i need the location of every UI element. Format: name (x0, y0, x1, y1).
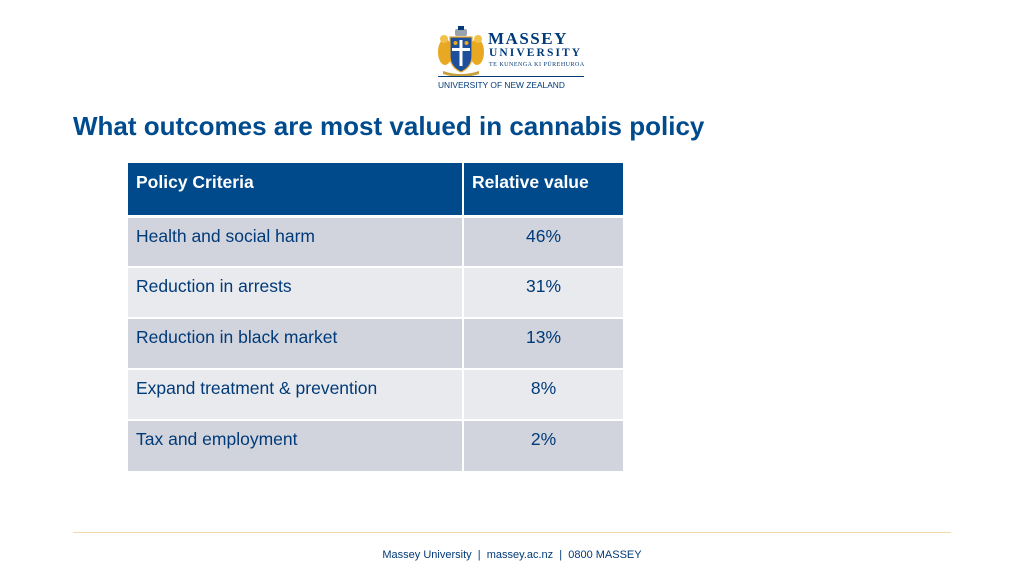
criteria-cell: Tax and employment (128, 419, 464, 472)
value-cell: 31% (463, 266, 623, 319)
table-row: Expand treatment & prevention 8% (128, 368, 623, 421)
table-row: Health and social harm 46% (128, 215, 623, 268)
value-cell: 8% (463, 368, 623, 421)
brand-name: MASSEY (488, 29, 568, 48)
header-policy-criteria: Policy Criteria (128, 163, 464, 218)
crest-icon (438, 26, 484, 76)
brand-maori-name: TE KUNENGA KI PŪREHUROA (489, 62, 585, 68)
footer-text: Massey University | massey.ac.nz | 0800 … (382, 549, 642, 561)
brand-divider (438, 76, 584, 77)
footer-divider (73, 532, 951, 533)
header-relative-value: Relative value (463, 163, 623, 218)
table-row: Reduction in black market 13% (128, 317, 623, 370)
brand-subtitle: UNIVERSITY (489, 47, 583, 59)
brand-country: UNIVERSITY OF NEW ZEALAND (438, 80, 565, 90)
value-cell: 13% (463, 317, 623, 370)
policy-criteria-table: Policy Criteria Relative value Health an… (128, 163, 623, 472)
criteria-cell: Health and social harm (128, 215, 464, 268)
table-row: Tax and employment 2% (128, 419, 623, 472)
table-row: Reduction in arrests 31% (128, 266, 623, 319)
massey-logo: MASSEY UNIVERSITY TE KUNENGA KI PŪREHURO… (437, 26, 587, 92)
table-header-row: Policy Criteria Relative value (128, 163, 623, 218)
slide-title: What outcomes are most valued in cannabi… (73, 111, 705, 141)
criteria-cell: Expand treatment & prevention (128, 368, 464, 421)
value-cell: 46% (463, 215, 623, 268)
value-cell: 2% (463, 419, 623, 472)
criteria-cell: Reduction in arrests (128, 266, 464, 319)
criteria-cell: Reduction in black market (128, 317, 464, 370)
